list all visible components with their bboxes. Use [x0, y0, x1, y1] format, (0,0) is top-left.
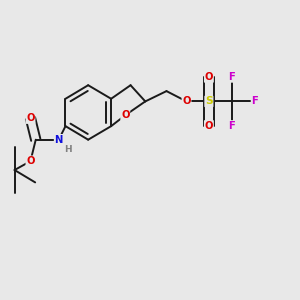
Text: N: N — [55, 135, 63, 145]
Text: F: F — [229, 121, 235, 131]
Text: O: O — [121, 110, 130, 120]
Text: F: F — [251, 96, 258, 106]
Text: O: O — [205, 121, 213, 131]
Text: S: S — [205, 96, 213, 106]
Text: O: O — [26, 156, 35, 166]
Text: F: F — [229, 72, 235, 82]
Text: O: O — [26, 113, 35, 123]
Text: H: H — [64, 145, 72, 154]
Text: O: O — [182, 96, 191, 106]
Text: O: O — [205, 72, 213, 82]
